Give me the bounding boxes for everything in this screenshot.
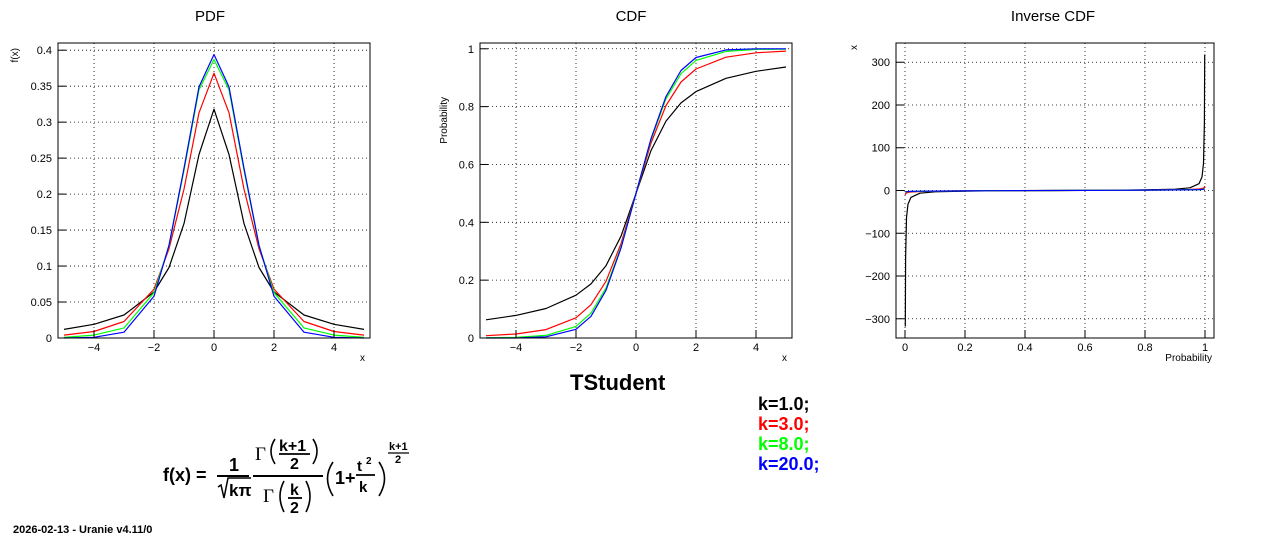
formula-lhs: f(x) = — [163, 465, 207, 485]
series-line-k8 — [63, 58, 365, 338]
y-tick-label: 200 — [872, 100, 890, 112]
x-tick-label: −2 — [570, 342, 583, 354]
y-tick-label: −300 — [865, 314, 890, 326]
plot-title: PDF — [195, 8, 225, 25]
formula-two-top: 2 — [290, 456, 299, 473]
x-tick-label: 0.4 — [1017, 342, 1032, 354]
series-line-k1 — [63, 108, 365, 330]
formula-exp-num: k+1 — [389, 441, 408, 453]
y-tick-label: 0.6 — [459, 159, 474, 171]
formula-one: 1 — [229, 455, 239, 475]
y-tick-label: 0.25 — [31, 153, 52, 165]
y-tick-label: 0.8 — [459, 102, 474, 114]
x-tick-label: −4 — [510, 342, 523, 354]
x-tick-label: 0.6 — [1077, 342, 1092, 354]
y-tick-label: 0.2 — [459, 275, 474, 287]
pdf-formula: f(x) = 1 kπ Γ k+1 2 Γ k 2 1+ t 2 k k+1 2 — [163, 438, 409, 517]
y-tick-label: 0.05 — [31, 297, 52, 309]
y-tick-label: 0.2 — [37, 189, 52, 201]
formula-gamma-top: Γ — [255, 444, 266, 465]
x-tick-label: −2 — [148, 342, 161, 354]
plot-1: CDF −4 −2 0 2 4 0 0.2 0.4 0.6 0.8 1 x Probability — [439, 8, 793, 364]
x-tick-label: −4 — [88, 342, 101, 354]
formula-exp-den: 2 — [395, 454, 401, 466]
formula-one-plus: 1+ — [335, 468, 356, 488]
y-axis-label: x — [849, 45, 860, 50]
legend: k=1.0; k=3.0; k=8.0; k=20.0; — [758, 394, 820, 474]
series-line-k3 — [63, 72, 365, 336]
y-tick-label: 0.4 — [37, 45, 52, 57]
formula-k-plus-1: k+1 — [279, 438, 306, 455]
y-tick-label: −100 — [865, 228, 890, 240]
x-axis-label: x — [360, 353, 365, 364]
x-tick-label: 0.8 — [1137, 342, 1152, 354]
y-tick-label: 0.3 — [37, 117, 52, 129]
footer-text: 2026-02-13 - Uranie v4.11/0 — [13, 524, 153, 536]
formula-gamma-bottom: Γ — [263, 486, 274, 507]
x-tick-label: 0 — [633, 342, 639, 354]
legend-entry-k20: k=20.0; — [758, 454, 820, 474]
y-tick-label: 0.35 — [31, 81, 52, 93]
x-tick-label: 2 — [693, 342, 699, 354]
x-tick-label: 0.2 — [957, 342, 972, 354]
x-tick-label: 2 — [271, 342, 277, 354]
y-tick-label: 0 — [884, 186, 890, 198]
y-tick-label: 1 — [468, 44, 474, 56]
x-tick-label: 0 — [211, 342, 217, 354]
x-tick-label: 0 — [902, 342, 908, 354]
y-tick-label: 0 — [468, 333, 474, 345]
y-tick-label: 0 — [46, 333, 52, 345]
formula-k-den: k — [359, 479, 368, 496]
y-tick-label: 300 — [872, 57, 890, 69]
formula-k-top: k — [290, 482, 299, 499]
x-axis-label: x — [782, 353, 787, 364]
y-tick-label: 0.1 — [37, 261, 52, 273]
series-line-k20 — [904, 188, 1206, 193]
plot-0: PDF −4 −2 0 2 4 0 0.05 0.1 0.15 0.2 0.25 0.3 0.35 0.4 x… — [10, 8, 371, 364]
plot-2: Inverse CDF 0 0.2 0.4 0.6 0.8 1 −300 −200 −100 0 10… — [849, 8, 1215, 364]
formula-t-squared: 2 — [366, 456, 372, 467]
legend-entry-k3: k=3.0; — [758, 414, 810, 434]
y-tick-label: 0.15 — [31, 225, 52, 237]
legend-entry-k8: k=8.0; — [758, 434, 810, 454]
x-tick-label: 1 — [1202, 342, 1208, 354]
formula-two-bottom: 2 — [290, 500, 299, 517]
x-tick-label: 4 — [753, 342, 759, 354]
formula-t: t — [357, 458, 362, 475]
y-tick-label: 0.4 — [459, 217, 474, 229]
plot-title: Inverse CDF — [1011, 8, 1095, 25]
y-tick-label: 100 — [872, 143, 890, 155]
series-line-k20 — [63, 53, 365, 339]
series-line-k20 — [486, 48, 786, 339]
plot-title: CDF — [616, 8, 647, 25]
x-axis-label: Probability — [1165, 353, 1212, 364]
main-title: TStudent — [570, 370, 666, 395]
y-tick-label: −200 — [865, 271, 890, 283]
x-tick-label: 4 — [331, 342, 337, 354]
formula-sqrt-arg: kπ — [229, 481, 251, 500]
y-axis-label: f(x) — [10, 48, 21, 62]
y-axis-label: Probability — [439, 97, 450, 144]
legend-entry-k1: k=1.0; — [758, 394, 810, 414]
